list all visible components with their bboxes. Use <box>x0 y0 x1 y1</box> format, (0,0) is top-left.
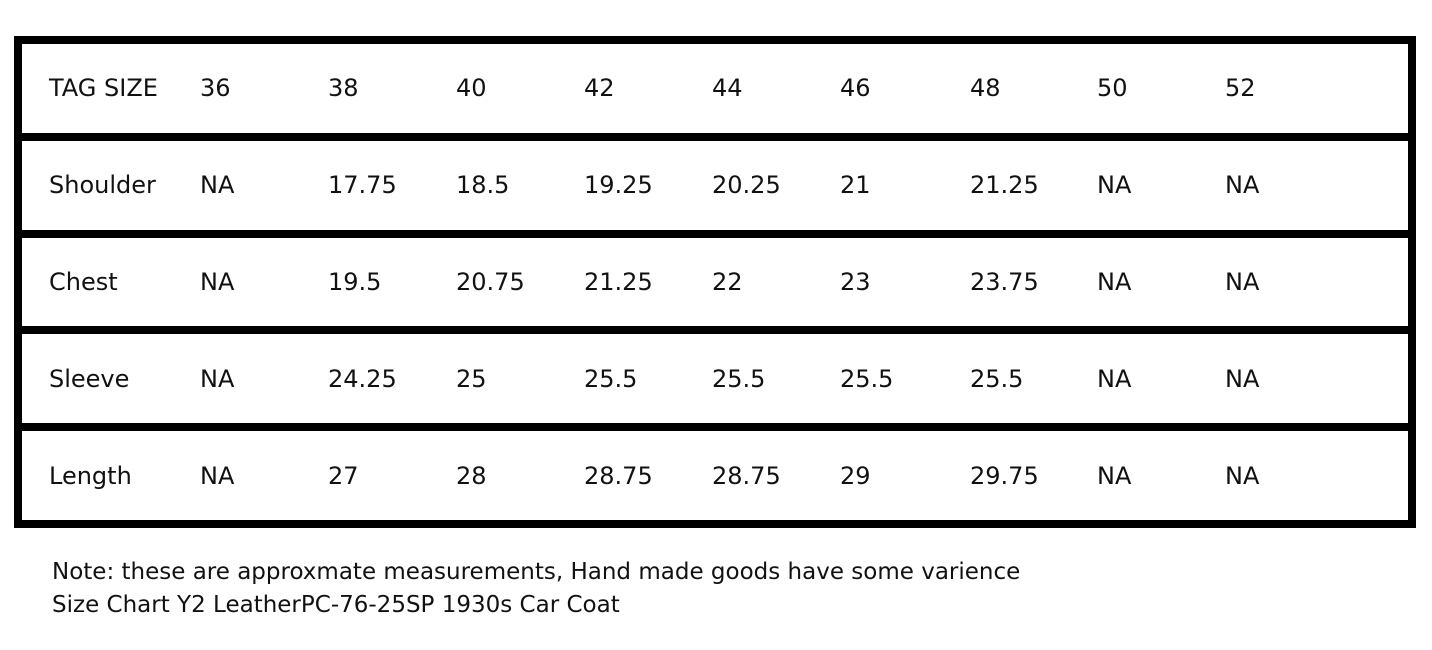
table-row: Shoulder NA 17.75 18.5 19.25 20.25 21 21.25 NA NA <box>22 140 1408 230</box>
cell: 25.5 <box>840 364 894 393</box>
cell: 52 <box>1225 74 1256 103</box>
cell: 36 <box>200 74 231 103</box>
cell: NA <box>1225 461 1260 490</box>
cell: NA <box>1225 171 1260 200</box>
cell: 20.25 <box>712 171 781 200</box>
cell: 19.5 <box>328 267 382 296</box>
cell: 25.5 <box>970 364 1024 393</box>
row-label: Length <box>49 461 132 490</box>
cell: NA <box>1225 267 1260 296</box>
cell: 25.5 <box>712 364 766 393</box>
cell: 19.25 <box>584 171 653 200</box>
cell: 17.75 <box>328 171 397 200</box>
table-row: Sleeve NA 24.25 25 25.5 25.5 25.5 25.5 NA NA <box>22 334 1408 424</box>
cell: NA <box>1097 171 1132 200</box>
row-label: TAG SIZE <box>49 74 158 103</box>
cell: NA <box>1097 364 1132 393</box>
header-row: TAG SIZE 36 38 40 42 44 46 48 50 52 <box>22 44 1408 133</box>
cell: 23.75 <box>970 267 1039 296</box>
note: Size Chart Y2 LeatherPC-76-25SP 1930s Ca… <box>52 592 620 618</box>
row-label: Sleeve <box>49 364 130 393</box>
cell: 21.25 <box>584 267 653 296</box>
size-table: TAG SIZE 36 38 40 42 44 46 48 50 52 Shoulder NA 17.7… <box>14 36 1416 528</box>
cell: 50 <box>1097 74 1128 103</box>
cell: 24.25 <box>328 364 397 393</box>
row-label: Shoulder <box>49 171 156 200</box>
cell: 38 <box>328 74 359 103</box>
cell: 23 <box>840 267 871 296</box>
table-row: Chest NA 19.5 20.75 21.25 22 23 23.75 NA NA <box>22 237 1408 327</box>
cell: NA <box>1097 461 1132 490</box>
cell: 28.75 <box>584 461 653 490</box>
cell: 44 <box>712 74 743 103</box>
cell: NA <box>200 267 235 296</box>
cell: 48 <box>970 74 1001 103</box>
cell: NA <box>200 171 235 200</box>
cell: 29.75 <box>970 461 1039 490</box>
cell: 27 <box>328 461 359 490</box>
cell: 29 <box>840 461 871 490</box>
cell: 21 <box>840 171 871 200</box>
cell: 46 <box>840 74 871 103</box>
cell: 42 <box>584 74 615 103</box>
cell: 25.5 <box>584 364 638 393</box>
cell: NA <box>1097 267 1132 296</box>
note: Note: these are approxmate measurements,… <box>52 559 1021 585</box>
cell: 28 <box>456 461 487 490</box>
cell: 21.25 <box>970 171 1039 200</box>
cell: NA <box>200 364 235 393</box>
cell: 40 <box>456 74 487 103</box>
cell: 25 <box>456 364 487 393</box>
row-label: Chest <box>49 267 118 296</box>
cell: NA <box>200 461 235 490</box>
cell: 20.75 <box>456 267 525 296</box>
cell: 18.5 <box>456 171 510 200</box>
table-row: Length NA 27 28 28.75 28.75 29 29.75 NA NA <box>22 431 1408 520</box>
cell: 28.75 <box>712 461 781 490</box>
cell: NA <box>1225 364 1260 393</box>
cell: 22 <box>712 267 743 296</box>
